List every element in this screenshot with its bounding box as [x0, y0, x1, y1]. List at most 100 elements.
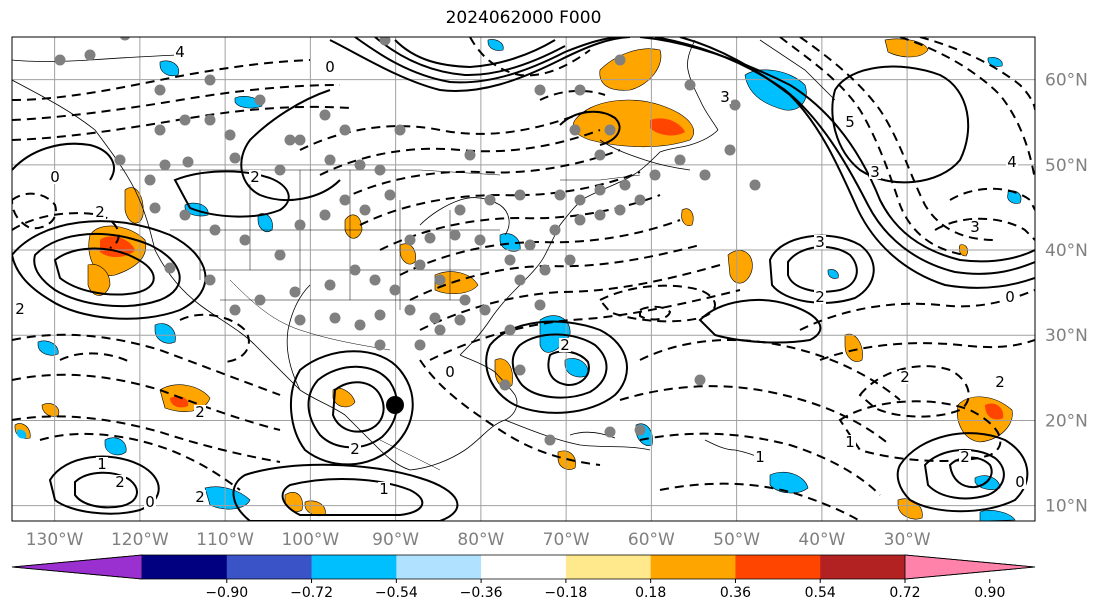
- colorbar-tick-label: −0.54: [375, 585, 418, 601]
- station-dot: [604, 426, 616, 438]
- contour-label: 2: [195, 403, 205, 421]
- station-dot: [329, 312, 341, 324]
- station-dot: [84, 49, 96, 61]
- colorbar-segment: [226, 555, 313, 579]
- latitude-label: 50°N: [1045, 156, 1088, 176]
- contour-label-bg: [444, 365, 456, 379]
- colorbar-segment: [142, 555, 228, 579]
- station-dot: [499, 379, 511, 391]
- station-dot: [284, 134, 296, 146]
- station-dot: [349, 264, 361, 276]
- contour-label-bg: [844, 115, 856, 129]
- longitude-label: 40°W: [798, 530, 845, 550]
- station-dot: [479, 304, 491, 316]
- station-dot: [454, 314, 466, 326]
- station-dot: [204, 74, 216, 86]
- longitude-label: 90°W: [372, 530, 419, 550]
- station-dot: [514, 364, 526, 376]
- storm-center-marker: [386, 396, 404, 414]
- latitude-label: 30°N: [1045, 326, 1088, 346]
- station-dot: [434, 274, 446, 286]
- station-dot: [454, 204, 466, 216]
- contour-label-bg: [49, 170, 61, 184]
- station-dot: [274, 249, 286, 261]
- contour-label-bg: [994, 375, 1006, 389]
- station-dot: [534, 84, 546, 96]
- station-dot: [379, 37, 391, 46]
- station-dot: [159, 159, 171, 171]
- station-dot: [464, 149, 476, 161]
- contour-label-bg: [1006, 155, 1018, 169]
- station-dot: [514, 274, 526, 286]
- colorbar-tick-label: 0.90: [974, 585, 1005, 601]
- station-dot: [239, 234, 251, 246]
- contour-label-bg: [869, 165, 881, 179]
- station-dot: [524, 239, 536, 251]
- longitude-label: 120°W: [111, 530, 169, 550]
- station-dot: [594, 149, 606, 161]
- station-dot: [459, 294, 471, 306]
- station-dot: [414, 259, 426, 271]
- contour-label: 2: [95, 203, 105, 221]
- contour-label: 4: [1007, 153, 1017, 171]
- station-dot: [649, 169, 661, 181]
- contour-label-bg: [378, 482, 390, 496]
- contour-label: 2: [15, 300, 25, 318]
- station-dot: [204, 114, 216, 126]
- contour-label: 3: [870, 163, 880, 181]
- station-dot: [699, 169, 711, 181]
- station-dot: [619, 179, 631, 191]
- station-dot: [154, 84, 166, 96]
- station-dot: [374, 339, 386, 351]
- station-dot: [54, 54, 66, 66]
- map-title: 2024062000 F000: [445, 8, 602, 28]
- colorbar: −0.90 −0.72 −0.54 −0.36 −0.18 0.18 0.36 0.54 0.7…: [11, 554, 1036, 601]
- contour-label-bg: [249, 170, 261, 184]
- station-dot: [634, 194, 646, 206]
- station-dot: [534, 299, 546, 311]
- station-dot: [289, 286, 301, 298]
- station-dot: [684, 79, 696, 91]
- station-dot: [594, 184, 606, 196]
- station-dot: [179, 209, 191, 221]
- station-dot: [434, 324, 446, 336]
- contour-label: 2: [960, 448, 970, 466]
- contour-label-bg: [559, 338, 571, 352]
- contour-label-bg: [969, 220, 981, 234]
- station-dot: [404, 304, 416, 316]
- contour-label: 2: [250, 168, 260, 186]
- colorbar-segment: [650, 555, 736, 579]
- colorbar-tick-label: −0.36: [460, 585, 503, 601]
- latitude-labels: 60°N 50°N 40°N 30°N 20°N 10°N: [1045, 71, 1088, 517]
- colorbar-extend-low: [11, 554, 143, 580]
- station-dot: [254, 294, 266, 306]
- contour-label: 3: [970, 218, 980, 236]
- station-dot: [614, 204, 626, 216]
- station-dot: [384, 189, 396, 201]
- station-dot: [149, 202, 161, 214]
- contour-label-bg: [959, 450, 971, 464]
- contour-label: 5: [845, 113, 855, 131]
- colorbar-segment: [735, 555, 821, 579]
- colorbar-tick-label: 0.18: [635, 585, 666, 601]
- latitude-label: 40°N: [1045, 241, 1088, 261]
- contour-label: 0: [1005, 288, 1015, 306]
- station-dot: [429, 312, 441, 324]
- contour-label-bg: [1004, 290, 1016, 304]
- station-dot: [574, 84, 586, 96]
- station-dot: [549, 224, 561, 236]
- station-dot: [144, 174, 156, 186]
- contour-label: 4: [175, 43, 185, 61]
- station-dot: [274, 164, 286, 176]
- colorbar-segment: [565, 555, 652, 579]
- positive-anomalies: [14, 38, 1013, 520]
- contour-label-bg: [844, 435, 856, 449]
- station-dot: [474, 234, 486, 246]
- colorbar-segment: [481, 555, 567, 579]
- station-dot: [544, 434, 556, 446]
- station-dot: [339, 194, 351, 206]
- station-dot: [504, 254, 516, 266]
- station-dot: [294, 314, 306, 326]
